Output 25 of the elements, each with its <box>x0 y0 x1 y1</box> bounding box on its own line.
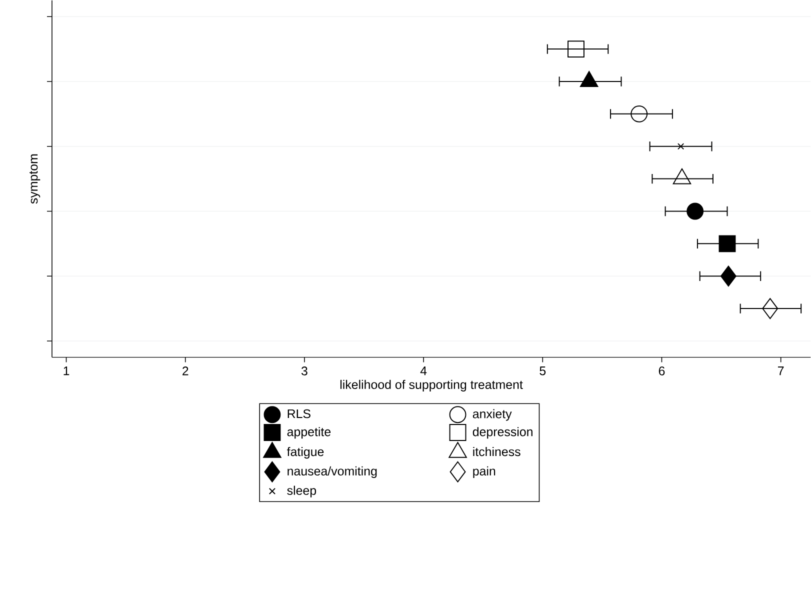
legend-label: fatigue <box>286 446 324 459</box>
x-tick-label: 5 <box>540 366 546 376</box>
point <box>568 40 584 58</box>
point <box>720 266 736 287</box>
x-tick-label: 2 <box>182 366 188 376</box>
legend-label: nausea/vomiting <box>288 466 377 478</box>
x-tick-label: 6 <box>658 366 665 376</box>
legend-label: sleep <box>287 486 316 498</box>
point <box>718 235 736 252</box>
point <box>762 298 778 319</box>
legend-label: pain <box>473 466 496 478</box>
x-axis-title: likelihood of supporting treatment <box>340 380 523 392</box>
legend-label: anxiety <box>472 409 512 421</box>
x-tick-label: 4 <box>420 366 427 376</box>
legend-label: appetite <box>287 427 331 439</box>
x-tick-label: 3 <box>301 366 308 376</box>
point <box>677 143 684 150</box>
legend-label: RLS <box>288 409 310 418</box>
x-tick-label: 7 <box>778 366 784 376</box>
y-axis-title: symptom <box>30 154 40 204</box>
legend-label: itchiness <box>473 446 520 456</box>
x-tick-label: 1 <box>64 366 70 376</box>
legend-label: depression <box>472 427 532 439</box>
point <box>686 202 704 220</box>
point <box>630 105 648 122</box>
